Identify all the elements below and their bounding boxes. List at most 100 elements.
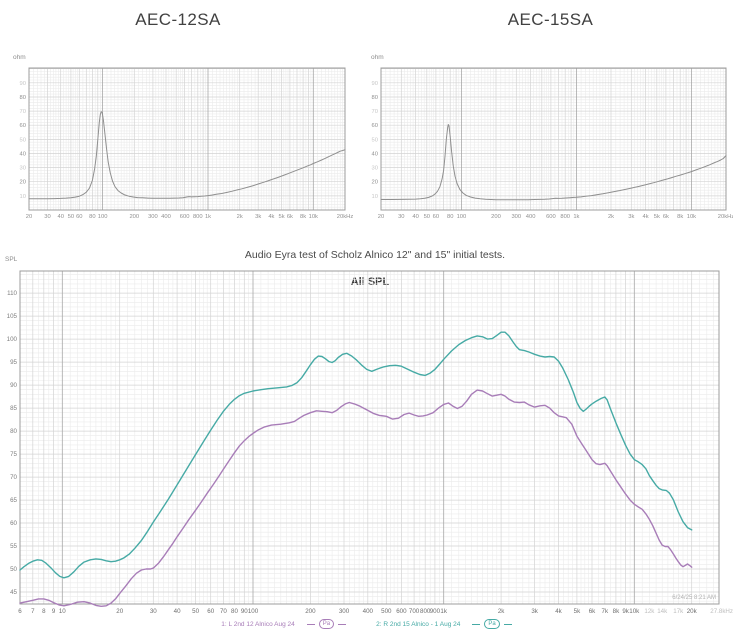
- x-tick-label: 700: [409, 608, 420, 615]
- x-tick-label: 1k: [573, 214, 579, 220]
- x-tick-label: 10k: [309, 214, 318, 220]
- x-tick-label: 50: [424, 214, 430, 220]
- pa-unit-badge[interactable]: Pa: [484, 619, 500, 629]
- x-tick-label: 400: [526, 214, 536, 220]
- x-tick-label: 3k: [628, 214, 634, 220]
- x-tick-label: 20kHz: [718, 214, 733, 220]
- y-tick-label: 40: [372, 152, 378, 158]
- y-tick-label: 30: [20, 166, 26, 172]
- x-tick-label: 80: [447, 214, 453, 220]
- y-tick-label: 90: [20, 81, 26, 87]
- y-tick-label: 80: [20, 95, 26, 101]
- series-line-1: [19, 331, 693, 579]
- x-tick-label: 3k: [531, 608, 538, 615]
- x-tick-label: 6: [18, 608, 22, 615]
- x-tick-label: 7k: [602, 608, 609, 615]
- legend-label-12-alnico: 1: L 2nd 12 Alnico Aug 24: [221, 620, 295, 628]
- x-tick-label: 12k: [644, 608, 655, 615]
- x-tick-label: 60: [76, 214, 82, 220]
- pa-unit-badge[interactable]: Pa: [318, 619, 335, 629]
- x-tick-label: 9k: [622, 608, 629, 615]
- y-tick-label: 50: [372, 137, 378, 143]
- chart-title-aec-12sa: AEC-12SA: [135, 10, 221, 29]
- x-tick-label: 10: [59, 608, 66, 615]
- x-tick-label: 200: [305, 608, 316, 615]
- x-tick-label: 100: [248, 608, 259, 615]
- x-tick-label: 800: [420, 608, 431, 615]
- x-tick-label: 500: [381, 608, 392, 615]
- x-tick-label: 80: [231, 608, 238, 615]
- y-tick-label: 95: [10, 359, 17, 366]
- x-tick-label: 4k: [268, 214, 274, 220]
- series-line-0: [380, 124, 727, 201]
- x-tick-label: 30: [44, 214, 50, 220]
- plot-frame: [19, 270, 720, 605]
- spl-chart-caption: Audio Eyra test of Scholz Alnico 12" and…: [244, 249, 506, 261]
- x-tick-label: 1k: [205, 214, 211, 220]
- y-tick-label: 40: [20, 152, 26, 158]
- y-tick-label: 90: [372, 81, 378, 87]
- legend-item-12-alnico[interactable]: 1: L 2nd 12 Alnico Aug 24 Pa: [221, 619, 347, 629]
- x-tick-label: 2k: [498, 608, 505, 615]
- y-tick-label: 70: [10, 474, 17, 481]
- x-tick-label: 600: [180, 214, 190, 220]
- spl-comparison-chart: 6 7 8 9 10 20 30 40 50 60 70 80 90 100 200 300 400 500 600…: [7, 270, 733, 615]
- ohm-axis-label-right: ohm: [371, 54, 384, 61]
- x-tick-label: 400: [363, 608, 374, 615]
- x-tick-label: 20: [26, 214, 32, 220]
- x-tick-label: 6k: [287, 214, 293, 220]
- x-tick-label: 14k: [657, 608, 668, 615]
- x-tick-label: 50: [68, 214, 74, 220]
- y-tick-label: 60: [10, 520, 17, 527]
- x-tick-label: 9: [52, 608, 56, 615]
- x-tick-label: 40: [412, 214, 418, 220]
- x-tick-label: 800: [560, 214, 570, 220]
- x-tick-label: 2k: [237, 214, 243, 220]
- x-tick-label: 3k: [255, 214, 261, 220]
- x-tick-label: 60: [207, 608, 214, 615]
- x-tick-label: 4k: [555, 608, 562, 615]
- impedance-chart-aec-15sa: 20 30 40 50 60 80 100 200 300 400 600 800 1k 2k 3k 4k 5k…: [372, 67, 733, 220]
- grid-major: [380, 68, 727, 211]
- y-tick-label: 60: [372, 123, 378, 129]
- legend-dash: [503, 623, 512, 625]
- y-tick-label: 50: [10, 566, 17, 573]
- x-tick-label: 20: [378, 214, 384, 220]
- y-tick-label: 80: [372, 95, 378, 101]
- x-tick-label: 7: [31, 608, 35, 615]
- x-tick-label: 5k: [654, 214, 660, 220]
- x-tick-label: 4k: [643, 214, 649, 220]
- grid-minor: [20, 271, 719, 604]
- x-tick-label: 5k: [574, 608, 581, 615]
- x-tick-label: 300: [339, 608, 350, 615]
- x-tick-label: 20k: [687, 608, 698, 615]
- x-tick-label: 1k: [440, 608, 447, 615]
- x-tick-label: 10k: [687, 214, 696, 220]
- x-tick-label: 800: [193, 214, 203, 220]
- x-tick-label: 5k: [279, 214, 285, 220]
- y-tick-label: 10: [372, 194, 378, 200]
- x-tick-label: 8: [42, 608, 46, 615]
- x-tick-label: 20: [116, 608, 123, 615]
- x-tick-label: 200: [491, 214, 501, 220]
- x-tick-label: 90: [241, 608, 248, 615]
- grid-minor: [381, 68, 726, 210]
- y-tick-label: 20: [20, 180, 26, 186]
- y-tick-label: 60: [20, 123, 26, 129]
- legend-label-15-alnico: 2: R 2nd 15 Alnico - 1 Aug 24: [376, 620, 461, 628]
- x-tick-label: 600: [546, 214, 556, 220]
- x-tick-label: 27.8kHz: [710, 608, 733, 615]
- x-tick-label: 40: [174, 608, 181, 615]
- y-tick-label: 85: [10, 405, 17, 412]
- x-tick-label: 50: [192, 608, 199, 615]
- x-tick-label: 300: [511, 214, 521, 220]
- x-tick-label: 8k: [677, 214, 683, 220]
- y-tick-label: 50: [20, 137, 26, 143]
- chart-title-aec-15sa: AEC-15SA: [507, 10, 594, 29]
- legend-item-15-alnico[interactable]: 2: R 2nd 15 Alnico - 1 Aug 24 Pa: [376, 619, 512, 629]
- x-tick-label: 6k: [589, 608, 596, 615]
- grid-decade: [102, 68, 314, 210]
- y-tick-label: 10: [20, 194, 26, 200]
- grid-major: [28, 68, 346, 211]
- x-tick-label: 900: [430, 608, 441, 615]
